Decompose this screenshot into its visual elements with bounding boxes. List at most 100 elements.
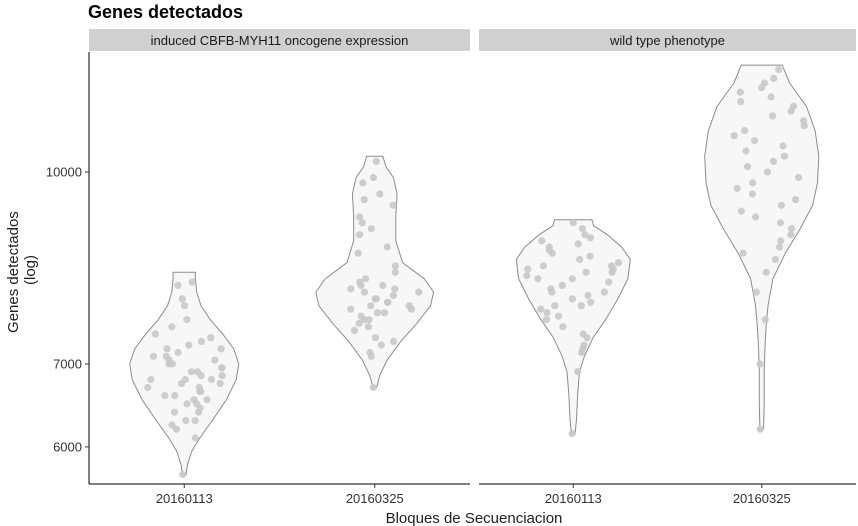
data-point [737,207,745,215]
data-point [170,408,179,416]
data-point [379,281,387,289]
data-point [600,288,609,296]
data-point [364,323,373,331]
data-point [737,98,745,106]
data-point [174,281,182,289]
data-point [369,383,377,392]
data-point [543,309,551,317]
data-point [218,364,226,372]
violin-group [129,271,240,479]
data-point [614,259,623,267]
data-point [730,132,738,140]
data-point [144,383,152,392]
data-point [733,184,741,192]
x-tick-label: 20160325 [346,491,404,506]
data-point [767,93,775,101]
data-point [607,262,616,270]
facet-strip-label: wild type phenotype [609,33,725,48]
data-point [207,334,215,342]
data-point [547,285,555,293]
data-point [383,243,391,251]
data-point [568,430,576,438]
data-point [586,252,594,260]
data-point [762,268,770,276]
data-point [373,309,382,317]
data-point [147,375,155,384]
data-point [576,255,584,264]
violin-group [515,219,631,438]
y-tick-label: 6000 [53,439,82,454]
facet-panel: wild type phenotype 20160113 20160325 [479,29,856,506]
facet-panel: induced CBFB-MYH11 oncogene expression 20… [88,29,470,506]
data-point [380,309,389,317]
data-point [756,360,764,368]
data-point [357,312,365,320]
data-point [578,225,587,233]
data-point [405,302,413,310]
data-point [579,330,587,338]
data-point [568,295,577,303]
data-point [569,219,577,227]
data-point [151,330,159,338]
data-point [775,243,784,251]
data-point [739,249,747,257]
data-point [185,341,193,349]
data-point [777,201,786,209]
y-axis: 6000 7000 10000 [46,165,89,454]
data-point [174,348,182,357]
data-point [178,295,186,303]
y-axis-title-line: (log) [22,255,39,285]
violin-shape [704,64,820,430]
data-point [587,298,595,306]
data-point [217,345,225,353]
data-point [182,417,190,425]
facet-strip-label: induced CBFB-MYH11 oncogene expression [151,33,409,48]
data-point [377,341,385,349]
data-point [574,368,582,376]
data-point [356,231,364,239]
y-tick-label: 10000 [46,165,82,180]
data-point [582,268,590,276]
violin-group [704,64,820,433]
data-point [580,341,588,349]
data-point [751,137,759,145]
data-point [787,225,796,233]
data-point [183,400,191,408]
chart-title: Genes detectados [88,2,243,22]
data-point [367,225,375,233]
data-point [179,470,187,479]
data-point [752,288,760,296]
data-point [780,152,789,160]
y-axis-title-line: Genes detectados [5,211,22,333]
data-point [376,190,384,198]
data-point [537,305,545,313]
data-point [523,272,531,280]
data-point [168,323,176,331]
data-point [190,396,198,404]
data-point [415,288,423,296]
data-point [760,79,769,87]
facet-strip [89,29,470,51]
data-point [362,275,370,283]
data-point [555,312,563,320]
data-point [538,237,546,245]
data-point [389,337,398,345]
data-point [371,334,380,342]
data-point [743,163,752,171]
data-point [172,425,181,433]
data-point [577,302,585,310]
data-point [347,285,355,293]
data-point [800,117,808,125]
x-axis-title: Bloques de Secuenciacion [386,510,563,526]
data-point [524,265,532,273]
data-point [749,179,757,187]
data-point [181,375,189,384]
data-point [542,316,551,324]
data-point [162,352,170,360]
data-point [769,112,777,120]
panels: induced CBFB-MYH11 oncogene expression 20… [88,29,856,506]
data-point [359,179,367,187]
data-point [358,219,366,227]
data-point [372,157,380,165]
data-point [752,213,760,221]
